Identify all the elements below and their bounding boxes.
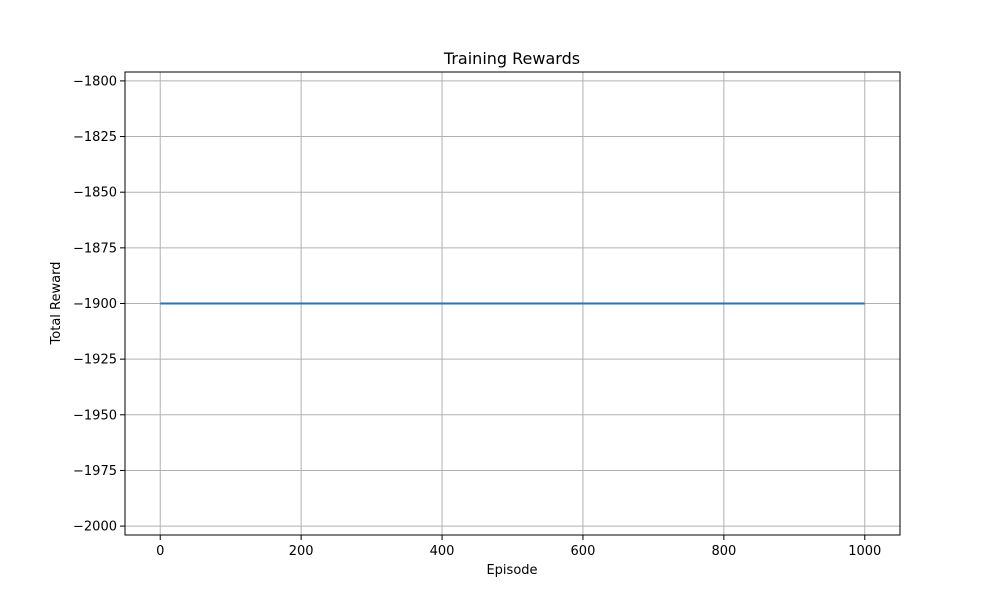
axis-ticks: 0 200 400 600 800 1000 −1800 −1825 −1850 −1875 −19…: [73, 74, 881, 559]
x-tick-label: 600: [571, 544, 596, 559]
y-tick-label: −1875: [73, 241, 117, 256]
x-axis-label: Episode: [486, 563, 537, 578]
y-axis-label: Total Reward: [49, 262, 64, 346]
x-tick-label: 800: [711, 544, 736, 559]
x-tick-label: 1000: [848, 544, 881, 559]
x-tick-label: 400: [430, 544, 455, 559]
y-tick-label: −1975: [73, 464, 117, 479]
y-tick-label: −1825: [73, 130, 117, 145]
y-tick-label: −1800: [73, 74, 117, 89]
chart-title: Training Rewards: [443, 49, 580, 68]
y-tick-label: −1925: [73, 353, 117, 368]
x-tick-label: 0: [156, 544, 164, 559]
x-tick-label: 200: [289, 544, 314, 559]
y-tick-label: −2000: [73, 520, 117, 535]
y-tick-label: −1850: [73, 186, 117, 201]
y-tick-label: −1900: [73, 297, 117, 312]
y-tick-label: −1950: [73, 408, 117, 423]
